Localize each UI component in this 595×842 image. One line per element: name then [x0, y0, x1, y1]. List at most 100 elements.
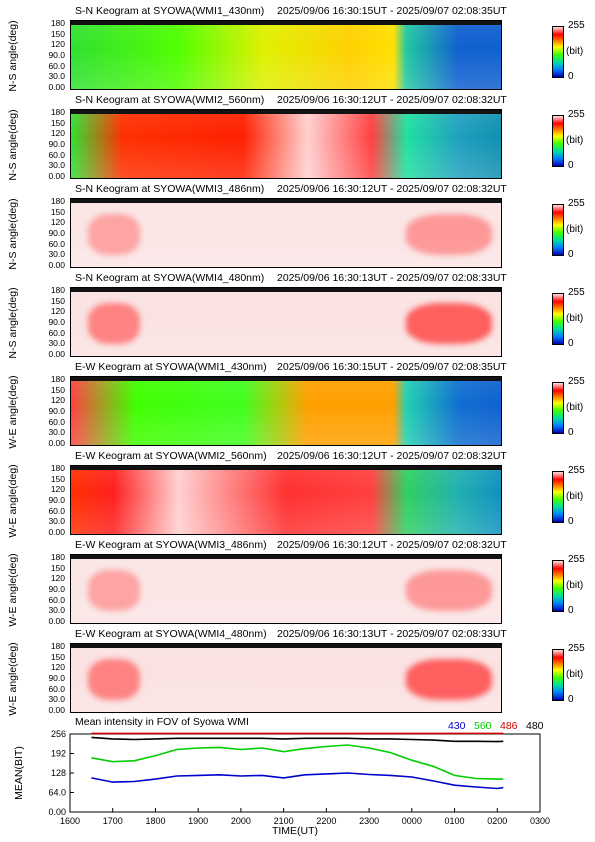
angle-tick-label: 150 [50, 28, 65, 39]
keogram-panel: S-N Keogram at SYOWA(WMI3_486nm) 2025/09/… [0, 183, 595, 272]
angle-tick-label: 30.0 [48, 427, 65, 438]
colorbar-unit-label: (bit) [566, 46, 584, 57]
mean-intensity-chart: Mean intensity in FOV of Syowa WMI 430 5… [0, 716, 595, 842]
angle-tick-label: 120 [50, 128, 65, 139]
panel-title: S-N Keogram at SYOWA(WMI2_560nm) [75, 94, 265, 106]
angle-tick-label: 120 [50, 484, 65, 495]
plot-frame [69, 733, 541, 813]
angle-tick-label: 0.00 [48, 705, 65, 715]
x-tick-label: 0100 [445, 816, 465, 826]
angle-tick-label: 0.00 [48, 438, 65, 448]
mean-chart-title: Mean intensity in FOV of Syowa WMI [75, 716, 249, 728]
panel-time-range: 2025/09/06 16:30:12UT - 2025/09/07 02:08… [277, 450, 507, 462]
keogram-image [70, 376, 502, 446]
panel-title: E-W Keogram at SYOWA(WMI1_430nm) [75, 361, 267, 373]
angle-tick-label: 0.00 [48, 82, 65, 92]
x-tick-label: 1700 [103, 816, 123, 826]
angle-tick-label: 120 [50, 39, 65, 50]
angle-tick-label: 90.0 [48, 406, 65, 416]
angle-tick-label: 60.0 [48, 594, 65, 605]
angle-tick-label: 0.00 [48, 527, 65, 537]
panel-ylabel: N-S angle(deg) [7, 287, 19, 359]
colorbar [552, 293, 564, 345]
angle-tick-label: 150 [50, 117, 65, 128]
panel-ylabel: W-E angle(deg) [7, 375, 19, 449]
angle-tick-label: 180 [50, 107, 65, 117]
x-tick-label: 0300 [530, 816, 550, 826]
panel-time-range: 2025/09/06 16:30:13UT - 2025/09/07 02:08… [277, 628, 507, 640]
angle-tick-label: 150 [50, 473, 65, 484]
angle-tick-label: 120 [50, 662, 65, 673]
angle-tick-label: 90.0 [48, 317, 65, 327]
angle-tick-label: 150 [50, 206, 65, 217]
panel-title: S-N Keogram at SYOWA(WMI4_480nm) [75, 272, 265, 284]
angle-tick-label: 180 [50, 196, 65, 206]
angle-tick-label: 0.00 [48, 260, 65, 270]
colorbar-min-label: 0 [568, 338, 574, 349]
x-tick-label: 1800 [145, 816, 165, 826]
angle-tick-label: 60.0 [48, 683, 65, 694]
keogram-panel: E-W Keogram at SYOWA(WMI3_486nm) 2025/09/… [0, 539, 595, 628]
colorbar-unit-label: (bit) [566, 313, 584, 324]
angle-tick-label: 30.0 [48, 160, 65, 171]
y-tick-label: 0.00 [48, 807, 66, 817]
x-axis-label: TIME(UT) [272, 825, 318, 837]
keogram-panel: E-W Keogram at SYOWA(WMI2_560nm) 2025/09/… [0, 450, 595, 539]
keogram-panel: S-N Keogram at SYOWA(WMI1_430nm) 2025/09/… [0, 5, 595, 94]
angle-tick-label: 30.0 [48, 605, 65, 616]
panel-time-range: 2025/09/06 16:30:15UT - 2025/09/07 02:08… [277, 361, 507, 373]
colorbar-min-label: 0 [568, 249, 574, 260]
colorbar-max-label: 255 [568, 198, 585, 209]
y-axis-label: MEAN(BIT) [13, 746, 25, 800]
legend-480: 480 [526, 720, 544, 732]
angle-tick-label: 90.0 [48, 228, 65, 238]
angle-tick-label: 60.0 [48, 416, 65, 427]
colorbar-max-label: 255 [568, 465, 585, 476]
angle-tick-label: 30.0 [48, 694, 65, 705]
angle-tick-label: 180 [50, 641, 65, 651]
colorbar [552, 649, 564, 701]
angle-tick-label: 0.00 [48, 171, 65, 181]
x-tick-label: 2100 [274, 816, 294, 826]
mean-chart-svg: 1600 1700 1800 1900 2000 2100 2200 2300 0000 0100… [13, 729, 550, 837]
panel-time-range: 2025/09/06 16:30:13UT - 2025/09/07 02:08… [277, 272, 507, 284]
angle-tick-label: 180 [50, 374, 65, 384]
keogram-panel: E-W Keogram at SYOWA(WMI1_430nm) 2025/09/… [0, 361, 595, 450]
keogram-panel: S-N Keogram at SYOWA(WMI2_560nm) 2025/09/… [0, 94, 595, 183]
colorbar-unit-label: (bit) [566, 135, 584, 146]
angle-tick-label: 120 [50, 573, 65, 584]
colorbar-min-label: 0 [568, 694, 574, 705]
angle-tick-label: 60.0 [48, 327, 65, 338]
legend-560: 560 [474, 720, 492, 732]
y-tick-label: 128 [51, 768, 66, 778]
colorbar-max-label: 255 [568, 376, 585, 387]
panel-time-range: 2025/09/06 16:30:15UT - 2025/09/07 02:08… [277, 5, 507, 17]
x-tick-label: 0200 [487, 816, 507, 826]
panel-title: E-W Keogram at SYOWA(WMI3_486nm) [75, 539, 267, 551]
colorbar-max-label: 255 [568, 554, 585, 565]
angle-tick-label: 90.0 [48, 139, 65, 149]
colorbar-min-label: 0 [568, 160, 574, 171]
angle-tick-label: 90.0 [48, 584, 65, 594]
keogram-image [70, 554, 502, 624]
panel-title: S-N Keogram at SYOWA(WMI3_486nm) [75, 183, 265, 195]
angle-tick-label: 30.0 [48, 249, 65, 260]
x-tick-label: 0000 [402, 816, 422, 826]
keogram-panel: S-N Keogram at SYOWA(WMI4_480nm) 2025/09/… [0, 272, 595, 361]
angle-tick-label: 60.0 [48, 60, 65, 71]
colorbar [552, 26, 564, 78]
colorbar-unit-label: (bit) [566, 224, 584, 235]
panel-time-range: 2025/09/06 16:30:12UT - 2025/09/07 02:08… [277, 94, 507, 106]
keogram-image [70, 198, 502, 268]
colorbar-unit-label: (bit) [566, 491, 584, 502]
colorbar-max-label: 255 [568, 20, 585, 31]
x-tick-label: 1600 [60, 816, 80, 826]
y-tick-label: 64.0 [48, 788, 66, 798]
colorbar-unit-label: (bit) [566, 402, 584, 413]
angle-tick-label: 120 [50, 306, 65, 317]
keogram-image [70, 287, 502, 357]
panel-ylabel: N-S angle(deg) [7, 20, 19, 92]
angle-tick-label: 30.0 [48, 71, 65, 82]
x-tick-label: 2000 [231, 816, 251, 826]
x-tick-label: 2300 [359, 816, 379, 826]
